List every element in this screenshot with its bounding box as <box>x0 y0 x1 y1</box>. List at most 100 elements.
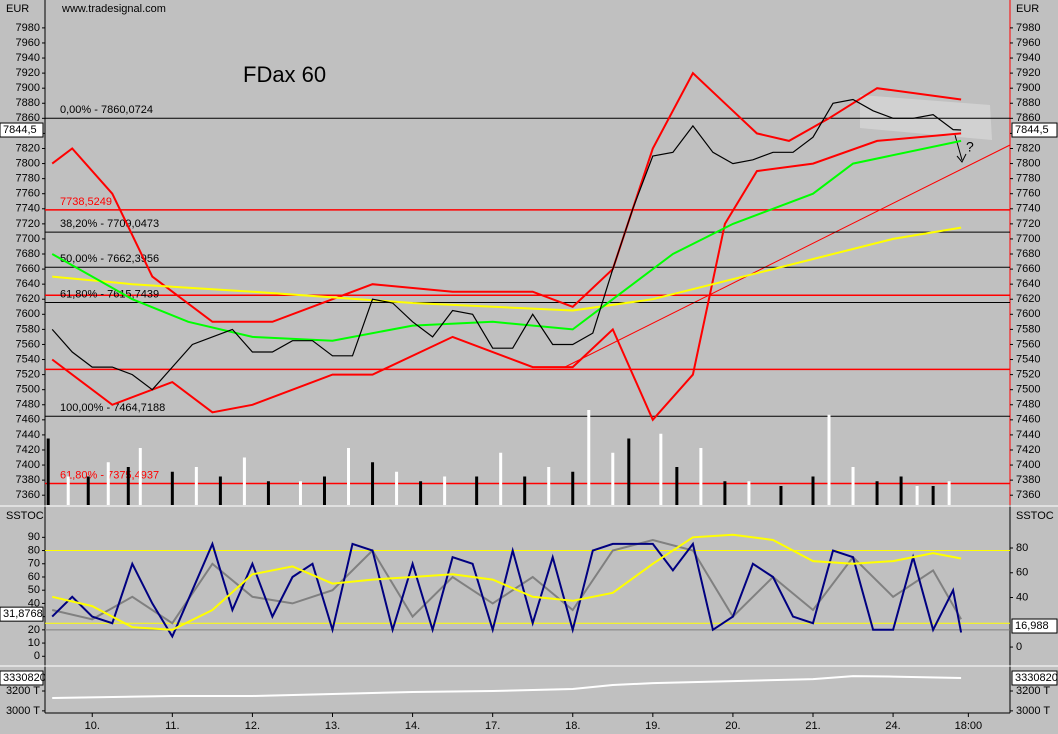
arrow <box>954 134 967 163</box>
volume-bar <box>419 481 423 505</box>
trend-line <box>564 144 1011 368</box>
y-tick-label: 7920 <box>16 67 40 79</box>
volume-bar <box>170 471 174 505</box>
y-tick-label: 7400 <box>16 459 40 471</box>
y-tick-label: 10 <box>28 637 40 649</box>
level-label: 7738,5249 <box>60 196 112 208</box>
volume-bar <box>66 476 70 505</box>
volume-bar <box>571 471 575 505</box>
annotation: ? <box>966 139 974 155</box>
y2-tick-label: 60 <box>1016 567 1028 579</box>
y-tick-label: 7480 <box>1016 399 1040 411</box>
y-tick-label: 7640 <box>1016 278 1040 290</box>
y2-tick-label: 40 <box>1016 591 1028 603</box>
y-tick-label: 7780 <box>1016 173 1040 185</box>
volume-bar <box>659 433 663 505</box>
y-tick-label: 90 <box>28 531 40 543</box>
volume-bar <box>371 462 375 505</box>
y-tick-label: 7740 <box>1016 203 1040 215</box>
y2-tick-label: 80 <box>1016 542 1028 554</box>
value-box-label: 3330820 <box>1015 672 1058 684</box>
source: www.tradesignal.com <box>61 3 166 15</box>
volume-bar <box>126 467 130 505</box>
x-tick-label: 20. <box>725 720 740 732</box>
y-tick-label: 7940 <box>16 52 40 64</box>
x-tick-label: 19. <box>645 720 660 732</box>
level-label: 50,00% - 7662,3956 <box>60 253 159 265</box>
volume-bar <box>547 467 551 505</box>
level-label: 61,80% - 7615,7439 <box>60 288 159 300</box>
y-tick-label: 20 <box>28 624 40 636</box>
volume-bar <box>723 481 727 505</box>
y-tick-label: 7400 <box>1016 459 1040 471</box>
y-tick-label: 7520 <box>16 369 40 381</box>
volume-bar <box>242 457 246 505</box>
y-tick-label: 7460 <box>1016 414 1040 426</box>
y-tick-label: 0 <box>34 650 40 662</box>
volume-bar <box>627 438 631 505</box>
volume-bar <box>915 486 919 505</box>
volume-bar <box>747 481 751 505</box>
chart-title: FDax 60 <box>243 62 326 87</box>
volume-bar <box>699 448 703 505</box>
y-tick-label: 3200 T <box>1016 685 1050 697</box>
y-tick-label: 7880 <box>1016 97 1040 109</box>
level-label: 38,20% - 7709,0473 <box>60 218 159 230</box>
volume-bar <box>611 452 615 505</box>
value-box-label: 16,988 <box>1015 620 1049 632</box>
value-box-label: 7844,5 <box>1015 124 1049 136</box>
y-tick-label: 7820 <box>16 142 40 154</box>
volume-bar <box>322 476 326 505</box>
volume-bar <box>779 486 783 505</box>
volume-bar <box>499 452 503 505</box>
volume-bar <box>587 410 591 505</box>
y-tick-label: 7800 <box>16 157 40 169</box>
y-tick-label: 7540 <box>16 353 40 365</box>
volume-bar <box>443 476 447 505</box>
volume-bar <box>899 476 903 505</box>
y-tick-label: 7460 <box>16 414 40 426</box>
volume-bar <box>86 476 90 505</box>
y-tick-label: 7440 <box>16 429 40 441</box>
y2-tick-label: 0 <box>1016 641 1022 653</box>
axis-label: EUR <box>6 3 29 15</box>
x-tick-label: 10. <box>85 720 100 732</box>
projection-channel <box>860 95 992 140</box>
value-box <box>0 606 44 622</box>
value-box <box>1011 122 1058 138</box>
y-tick-label: 7500 <box>1016 384 1040 396</box>
y-tick-label: 7900 <box>1016 82 1040 94</box>
volume-bar <box>106 462 110 505</box>
value-box <box>1011 670 1058 686</box>
volume-bar <box>811 476 815 505</box>
volume-bar <box>266 481 270 505</box>
y-tick-label: 7580 <box>1016 323 1040 335</box>
volume-bar <box>138 448 142 505</box>
y-tick-label: 7560 <box>16 338 40 350</box>
x-tick-label: 11. <box>165 720 179 732</box>
y-tick-label: 60 <box>28 571 40 583</box>
y-tick-label: 7680 <box>1016 248 1040 260</box>
y-tick-label: 7620 <box>16 293 40 305</box>
y-tick-label: 7680 <box>16 248 40 260</box>
y-tick-label: 7860 <box>1016 112 1040 124</box>
volume-bar <box>475 476 479 505</box>
series-line <box>52 226 962 312</box>
y-tick-label: 7660 <box>16 263 40 275</box>
series-line <box>51 98 962 391</box>
y-tick-label: 7360 <box>16 489 40 501</box>
value-box <box>0 122 44 138</box>
y-tick-label: 7920 <box>1016 67 1040 79</box>
volume-bar <box>931 486 935 505</box>
x-tick-label: 12. <box>245 720 260 732</box>
y-tick-label: 7720 <box>1016 218 1040 230</box>
series-line <box>51 139 962 342</box>
y-tick-label: 70 <box>28 558 40 570</box>
y-tick-label: 7820 <box>1016 142 1040 154</box>
value-box-label: 3330820 <box>3 672 46 684</box>
y-tick-label: 7500 <box>16 384 40 396</box>
value-box <box>0 670 44 686</box>
level-label: 0,00% - 7860,0724 <box>60 104 153 116</box>
